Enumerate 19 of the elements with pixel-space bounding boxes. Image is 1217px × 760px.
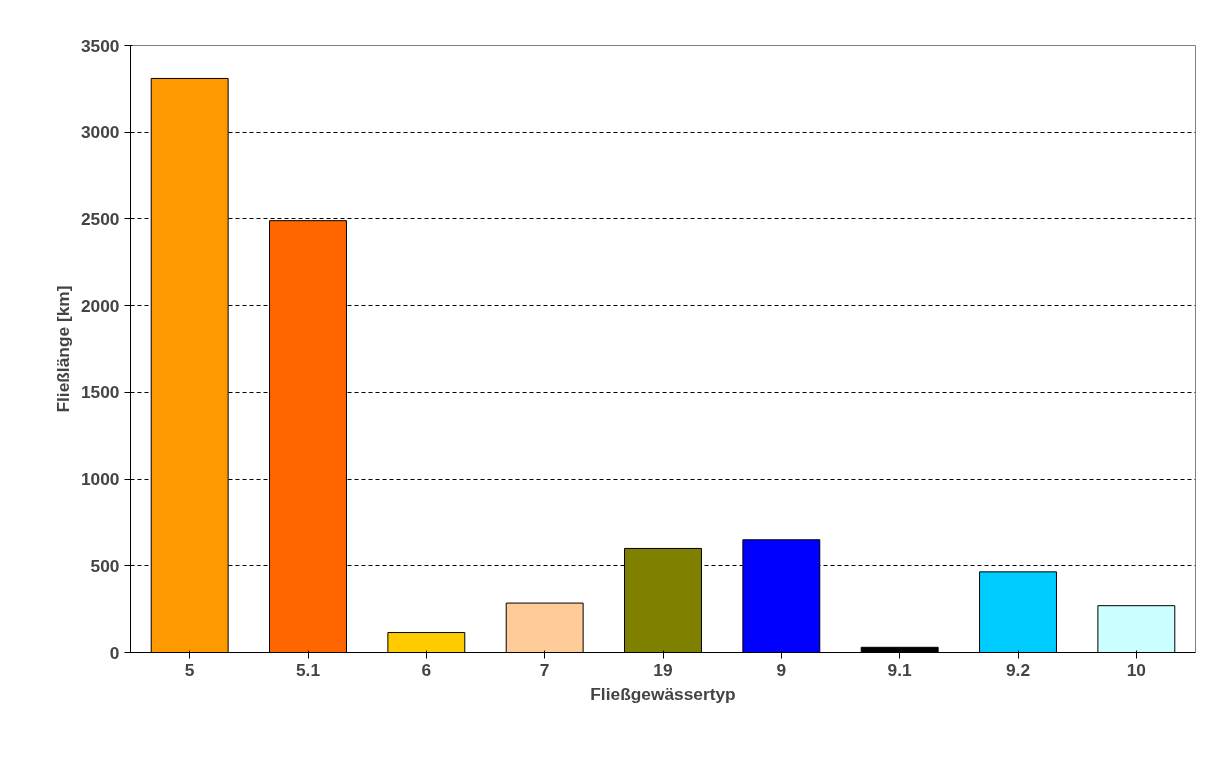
y-tick-label: 1000 (80, 469, 120, 490)
x-tick-label: 5 (184, 659, 195, 680)
x-tick-label: 6 (421, 659, 432, 680)
x-tick-label: 9 (776, 659, 787, 680)
y-tick-label: 2500 (80, 208, 120, 229)
x-tick-label: 7 (539, 659, 550, 680)
x-tick-label: 10 (1126, 659, 1146, 680)
y-tick-label: 3000 (80, 122, 120, 143)
x-tick-label: 5.1 (295, 659, 321, 680)
x-tick-label: 9.1 (887, 659, 913, 680)
y-tick-label: 500 (90, 555, 120, 576)
y-axis-title: Fließlänge [km] (52, 285, 73, 413)
y-tick-label: 2000 (80, 295, 120, 316)
y-tick-label: 1500 (80, 382, 120, 403)
x-tick-label: 9.2 (1005, 659, 1031, 680)
y-tick-label: 3500 (80, 35, 120, 56)
x-axis-title: Fließgewässertyp (590, 683, 736, 704)
x-tick-label: 19 (653, 659, 673, 680)
y-tick-label: 0 (109, 642, 120, 663)
